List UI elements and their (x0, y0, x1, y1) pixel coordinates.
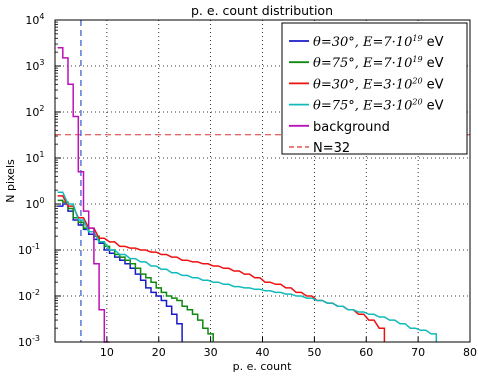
x-axis-label: p. e. count (233, 360, 292, 373)
axis-ticks: 10 20 30 40 50 60 70 80 10-3 10-2 10-1 100 101 102 103… (18, 12, 477, 359)
legend-label-3: θ=75°, E=3·1020 eV (313, 98, 444, 114)
y-tick-label: 10-2 (18, 288, 40, 303)
y-tick-label: 104 (25, 12, 44, 27)
x-tick-label: 30 (204, 346, 218, 359)
legend-box (281, 22, 468, 155)
legend-label-threshold: N=32 (313, 141, 350, 156)
x-tick-label: 60 (359, 346, 373, 359)
x-tick-label: 20 (152, 346, 166, 359)
legend-label-0: θ=30°, E=7·1019 eV (313, 34, 444, 50)
y-tick-label: 101 (25, 150, 44, 165)
x-tick-label: 10 (100, 346, 114, 359)
series-layer (57, 46, 438, 343)
chart-title: p. e. count distribution (191, 3, 333, 18)
y-tick-label: 100 (25, 196, 44, 211)
legend-label-2: θ=30°, E=3·1020 eV (313, 76, 444, 92)
x-tick-label: 40 (256, 346, 270, 359)
series-line-0 (57, 203, 183, 342)
x-tick-label: 50 (307, 346, 321, 359)
series-line-3 (57, 191, 438, 342)
legend: θ=30°, E=7·1019 eV θ=75°, E=7·1019 eV θ=30… (281, 22, 468, 156)
y-tick-label: 102 (25, 104, 44, 119)
x-tick-label: 70 (411, 346, 425, 359)
y-tick-label: 103 (25, 58, 44, 73)
y-axis-label: N pixels (4, 159, 17, 203)
legend-label-1: θ=75°, E=7·1019 eV (313, 55, 444, 71)
x-tick-label: 80 (463, 346, 477, 359)
series-line-1 (57, 199, 214, 342)
y-tick-label: 10-1 (18, 242, 40, 257)
series-line-4 (57, 46, 110, 343)
legend-label-4: background (313, 120, 390, 135)
y-tick-label: 10-3 (18, 334, 40, 349)
